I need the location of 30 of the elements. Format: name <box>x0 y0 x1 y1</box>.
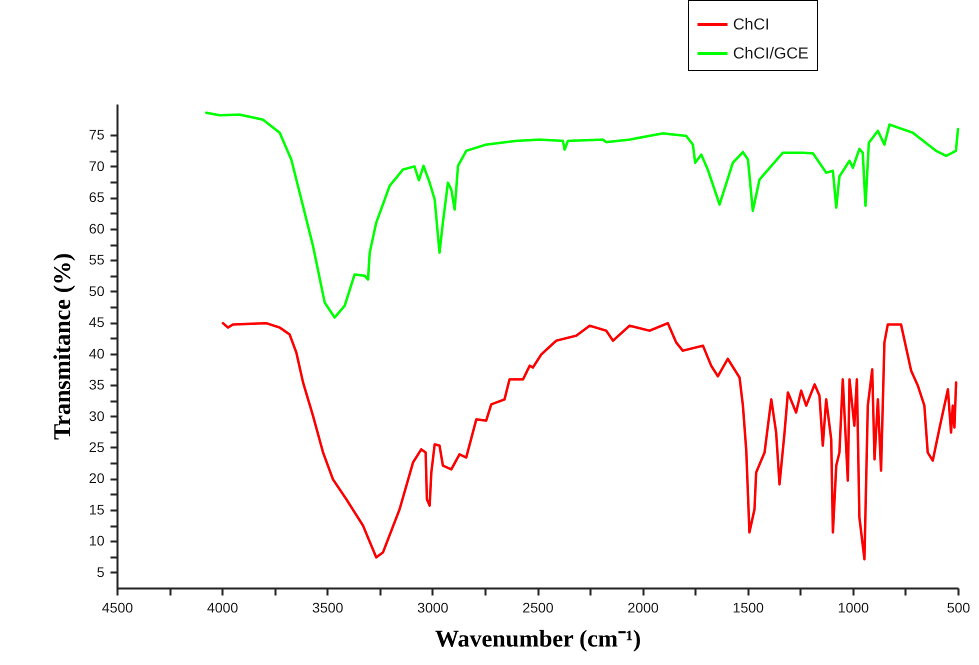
y-tick-label: 5 <box>96 564 105 580</box>
x-tick-label: 4500 <box>102 600 134 616</box>
y-tick-label: 15 <box>88 501 105 518</box>
y-tick-label: 35 <box>88 376 105 393</box>
y-tick-label: 65 <box>88 189 105 206</box>
y-tick-label: 55 <box>88 252 105 268</box>
line-series <box>222 322 958 561</box>
legend-label: ChCI/GCE <box>733 46 809 62</box>
y-tick-label: 25 <box>88 438 105 455</box>
x-tick-label: 3000 <box>417 600 449 616</box>
x-tick-label: 500 <box>946 600 970 616</box>
line-series <box>205 111 960 319</box>
x-axis-title: Wavenumber (cm⁻¹) <box>434 626 642 652</box>
y-tick-label: 10 <box>88 532 105 549</box>
x-tick-label: 1000 <box>838 600 870 616</box>
y-tick-label: 60 <box>88 220 105 236</box>
y-tick-label: 45 <box>88 314 105 330</box>
x-tick-label: 4000 <box>207 600 238 616</box>
x-tick-label: 2500 <box>522 600 554 616</box>
y-tick-label: 40 <box>88 345 105 362</box>
y-tick-label: 20 <box>88 470 105 486</box>
y-axis-title: Transmitance (%) <box>50 253 76 440</box>
x-tick-label: 3500 <box>312 600 344 616</box>
x-tick-label: 2000 <box>628 600 659 616</box>
y-tick-label: 50 <box>88 282 105 299</box>
x-tick-label: 1500 <box>732 600 764 616</box>
y-tick-label: 75 <box>88 126 105 143</box>
legend-label: ChCI <box>733 16 770 34</box>
y-tick-label: 30 <box>88 408 105 424</box>
y-tick-label: 70 <box>88 158 105 174</box>
